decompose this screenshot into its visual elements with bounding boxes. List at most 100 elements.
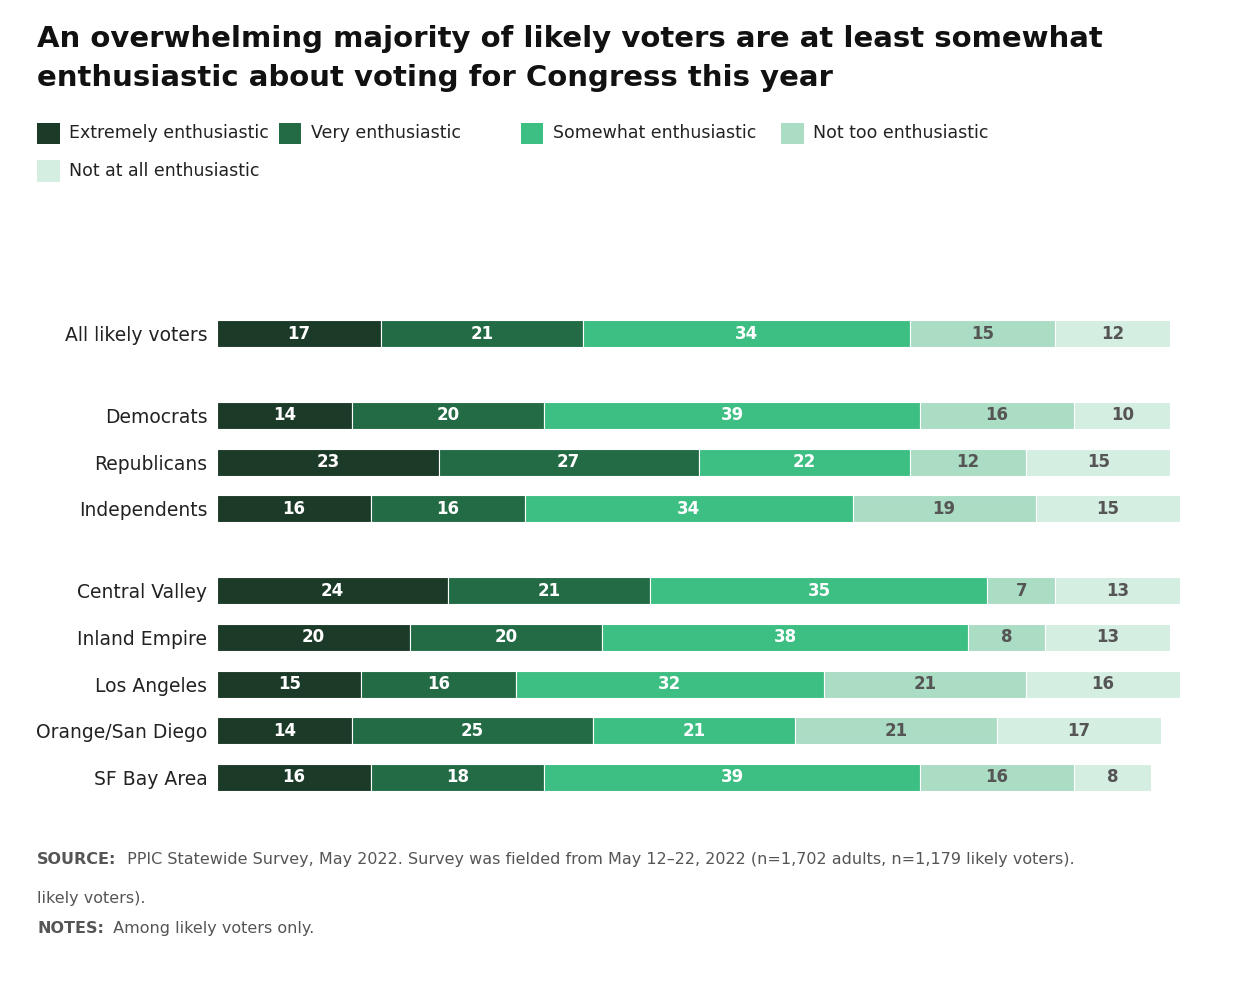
- Bar: [352, 717, 593, 744]
- Text: PPIC Statewide Survey, May 2022. Survey was fielded from May 12–22, 2022 (n=1,70: PPIC Statewide Survey, May 2022. Survey …: [122, 852, 1074, 866]
- Text: 16: 16: [283, 500, 305, 518]
- Bar: [910, 320, 1055, 348]
- Text: 17: 17: [1068, 722, 1090, 740]
- Text: 15: 15: [278, 675, 301, 693]
- Text: 20: 20: [301, 628, 325, 646]
- Text: 15: 15: [971, 325, 994, 343]
- Text: 25: 25: [461, 722, 484, 740]
- Text: 16: 16: [436, 500, 460, 518]
- Text: 22: 22: [792, 453, 816, 471]
- Text: 34: 34: [735, 325, 759, 343]
- Text: 23: 23: [316, 453, 340, 471]
- Text: SOURCE:: SOURCE:: [37, 852, 117, 866]
- Bar: [217, 671, 362, 698]
- Bar: [381, 320, 583, 348]
- Bar: [217, 320, 381, 348]
- Text: 21: 21: [682, 722, 706, 740]
- Bar: [1025, 449, 1171, 476]
- Text: 21: 21: [884, 722, 908, 740]
- Bar: [544, 764, 920, 791]
- Text: 24: 24: [321, 582, 345, 600]
- Bar: [544, 402, 920, 429]
- Text: Among likely voters only.: Among likely voters only.: [108, 921, 314, 936]
- Bar: [217, 495, 371, 523]
- Text: 27: 27: [557, 453, 580, 471]
- Text: 13: 13: [1096, 628, 1120, 646]
- Text: 39: 39: [720, 769, 744, 786]
- Text: NOTES:: NOTES:: [37, 921, 104, 936]
- Bar: [1045, 623, 1171, 651]
- Text: 14: 14: [273, 722, 296, 740]
- Text: 14: 14: [273, 406, 296, 425]
- Text: 15: 15: [1096, 500, 1120, 518]
- Bar: [409, 623, 603, 651]
- Bar: [823, 671, 1025, 698]
- Bar: [371, 764, 544, 791]
- Text: enthusiastic about voting for Congress this year: enthusiastic about voting for Congress t…: [37, 64, 833, 92]
- Text: 8: 8: [1107, 769, 1118, 786]
- Bar: [583, 320, 910, 348]
- Text: 15: 15: [1086, 453, 1110, 471]
- Text: 21: 21: [538, 582, 560, 600]
- Text: 19: 19: [932, 500, 956, 518]
- Bar: [968, 623, 1045, 651]
- Text: 16: 16: [1091, 675, 1115, 693]
- Bar: [920, 764, 1074, 791]
- Bar: [371, 495, 526, 523]
- Text: 13: 13: [1106, 582, 1130, 600]
- Text: Not at all enthusiastic: Not at all enthusiastic: [69, 162, 260, 180]
- Bar: [593, 717, 795, 744]
- Bar: [1055, 577, 1180, 605]
- Bar: [217, 623, 409, 651]
- Text: likely voters).: likely voters).: [37, 891, 146, 906]
- Text: 20: 20: [436, 406, 460, 425]
- Bar: [217, 402, 352, 429]
- Text: 39: 39: [720, 406, 744, 425]
- Bar: [603, 623, 968, 651]
- Text: 10: 10: [1111, 406, 1133, 425]
- Bar: [1074, 764, 1151, 791]
- Bar: [1074, 402, 1171, 429]
- Text: Extremely enthusiastic: Extremely enthusiastic: [69, 124, 269, 142]
- Text: 12: 12: [957, 453, 980, 471]
- Bar: [217, 449, 439, 476]
- Bar: [439, 449, 698, 476]
- Bar: [217, 717, 352, 744]
- Text: An overwhelming majority of likely voters are at least somewhat: An overwhelming majority of likely voter…: [37, 25, 1102, 52]
- Text: 32: 32: [658, 675, 681, 693]
- Text: 21: 21: [470, 325, 494, 343]
- Bar: [1025, 671, 1180, 698]
- Text: 16: 16: [427, 675, 450, 693]
- Bar: [795, 717, 997, 744]
- Text: 34: 34: [677, 500, 701, 518]
- Bar: [516, 671, 823, 698]
- Text: 18: 18: [446, 769, 469, 786]
- Bar: [698, 449, 910, 476]
- Text: 35: 35: [807, 582, 831, 600]
- Text: 20: 20: [495, 628, 517, 646]
- Bar: [217, 764, 371, 791]
- Bar: [352, 402, 544, 429]
- Bar: [448, 577, 651, 605]
- Bar: [987, 577, 1055, 605]
- Bar: [1035, 495, 1180, 523]
- Bar: [1055, 320, 1171, 348]
- Bar: [920, 402, 1074, 429]
- Text: 16: 16: [986, 769, 1008, 786]
- Text: 7: 7: [1016, 582, 1027, 600]
- Text: Somewhat enthusiastic: Somewhat enthusiastic: [553, 124, 756, 142]
- Text: 16: 16: [986, 406, 1008, 425]
- Text: Very enthusiastic: Very enthusiastic: [311, 124, 461, 142]
- Text: 8: 8: [1001, 628, 1013, 646]
- Text: 38: 38: [774, 628, 797, 646]
- Text: 21: 21: [914, 675, 936, 693]
- Text: Not too enthusiastic: Not too enthusiastic: [813, 124, 990, 142]
- Text: 12: 12: [1101, 325, 1125, 343]
- Bar: [217, 577, 448, 605]
- Bar: [997, 717, 1161, 744]
- Bar: [910, 449, 1025, 476]
- Bar: [526, 495, 853, 523]
- Bar: [362, 671, 516, 698]
- Text: 17: 17: [288, 325, 310, 343]
- Bar: [651, 577, 987, 605]
